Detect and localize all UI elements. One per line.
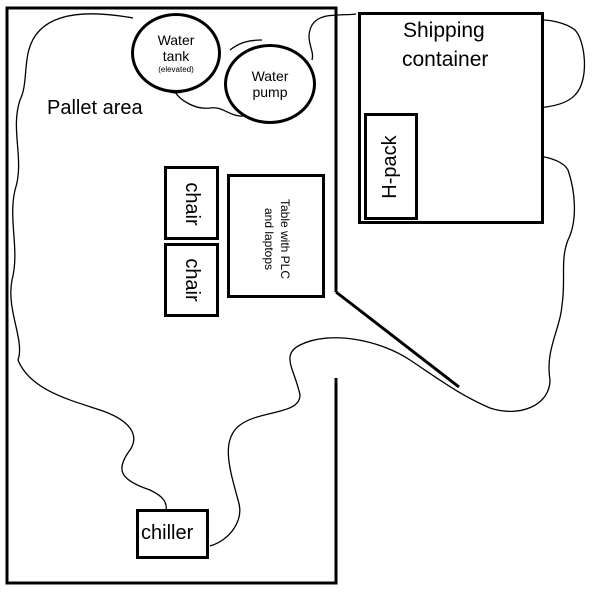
chair-2-label: chair <box>181 258 203 302</box>
building-wall-outer <box>5 6 338 585</box>
table-label: Table with PLC and laptops <box>259 189 293 289</box>
chair-2 <box>164 243 219 317</box>
water-pump: Water pump <box>224 44 316 124</box>
chair-1-label: chair <box>181 182 203 226</box>
hpack-unit <box>364 113 418 220</box>
water-tank: Water tank (elevated) <box>131 13 221 93</box>
water-pump-label-line2: pump <box>252 84 288 100</box>
building-wall-diagonal <box>335 290 460 389</box>
water-pump-label-line1: Water <box>251 67 289 84</box>
water-tank-note: (elevated) <box>158 64 194 74</box>
chair-1 <box>164 166 219 240</box>
shipping-container-label-line1: Shipping <box>403 19 485 42</box>
table-label-line2: and laptops <box>262 207 276 271</box>
chiller-label: chiller <box>141 522 194 544</box>
shipping-container-label-line2: container <box>402 48 489 71</box>
water-tank-label-line2: tank <box>162 48 190 65</box>
water-tank-label-line1: Water <box>157 32 195 49</box>
pallet-area-label: Pallet area <box>47 97 143 119</box>
table-label-line1: Table with PLC <box>278 198 292 280</box>
table-with-plc <box>227 174 325 298</box>
chiller-unit <box>136 509 209 559</box>
hpack-label: H-pack <box>379 135 401 199</box>
